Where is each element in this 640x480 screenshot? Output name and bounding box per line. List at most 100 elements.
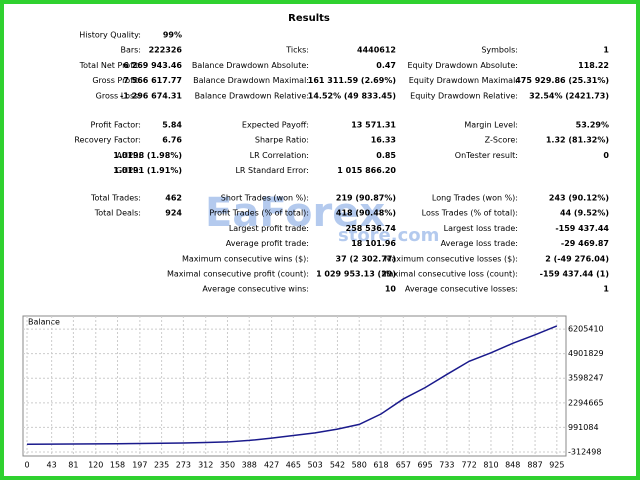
stat-value: 1.0198 (1.98%) [113, 151, 182, 160]
stat-value: 44 (9.52%) [560, 209, 609, 218]
stat-value: 53.29% [576, 121, 609, 130]
x-tick-label: 81 [68, 461, 78, 470]
stat-label: Margin Level: [464, 121, 518, 130]
stat-label: Average consecutive losses: [405, 285, 518, 294]
stat-label: AHPR: [117, 151, 141, 160]
x-tick-label: 695 [417, 461, 432, 470]
x-tick-label: 810 [483, 461, 498, 470]
stat-label: Bars: [120, 46, 141, 55]
y-tick-label: 3598247 [568, 374, 604, 383]
y-tick-label: 2294665 [568, 398, 604, 407]
stat-label: Symbols: [481, 46, 518, 55]
stat-value: 10 [385, 285, 397, 294]
stat-label: Maximal consecutive profit (count): [167, 270, 309, 279]
stat-label: Balance Drawdown Maximal: [193, 76, 309, 85]
stat-label: Long Trades (won %): [432, 194, 518, 203]
stat-label: Total Deals: [94, 209, 141, 218]
stat-label: Z-Score: [485, 136, 518, 145]
stat-label: Largest profit trade: [229, 224, 309, 233]
stat-label: GHPR: [116, 166, 141, 175]
stat-value: -159 437.44 (1) [540, 270, 609, 279]
x-tick-label: 0 [24, 461, 29, 470]
stat-label: Loss Trades (% of total): [422, 209, 518, 218]
stat-label: LR Correlation: [250, 151, 309, 160]
chart-frame [22, 315, 567, 457]
stat-value: 7 566 617.77 [123, 76, 182, 85]
x-tick-label: 772 [462, 461, 477, 470]
x-tick-label: 43 [47, 461, 57, 470]
stat-label: Balance Drawdown Relative: [195, 91, 309, 100]
stat-value: 0 [603, 151, 609, 160]
stat-label: Recovery Factor: [74, 136, 141, 145]
stat-label: Sharpe Ratio: [255, 136, 309, 145]
stat-label: Largest loss trade: [444, 224, 518, 233]
stat-label: Ticks: [285, 46, 309, 55]
stat-label: LR Standard Error: [235, 166, 309, 175]
x-tick-label: 848 [505, 461, 520, 470]
stat-value: 6 269 943.46 [123, 61, 182, 70]
stat-label: Balance Drawdown Absolute: [192, 61, 309, 70]
stat-label: Total Trades: [90, 194, 141, 203]
stat-label: Average loss trade: [441, 239, 518, 248]
stat-value: 1 029 953.13 (29) [316, 270, 396, 279]
x-tick-label: 657 [396, 461, 411, 470]
stat-value: 1.0191 (1.91%) [113, 166, 182, 175]
x-tick-label: 887 [527, 461, 542, 470]
stat-value: -159 437.44 [555, 224, 609, 233]
stat-label: Maximum consecutive wins ($): [182, 254, 309, 263]
stat-label: Average consecutive wins: [202, 285, 309, 294]
stat-label: Average profit trade: [226, 239, 309, 248]
stat-label: Gross Profit: [92, 76, 141, 85]
stat-label: Equity Drawdown Maximal: [409, 76, 518, 85]
x-tick-label: 503 [307, 461, 322, 470]
stat-value: 258 536.74 [346, 224, 397, 233]
stat-value: 1.32 (81.32%) [546, 136, 609, 145]
stat-label: OnTester result: [455, 151, 518, 160]
x-tick-label: 925 [549, 461, 564, 470]
stat-label: Gross Loss: [96, 91, 141, 100]
stat-value: 118.22 [578, 61, 609, 70]
stat-value: -29 469.87 [561, 239, 609, 248]
x-tick-label: 235 [154, 461, 169, 470]
stat-value: 219 (90.87%) [336, 194, 396, 203]
stat-value: 6.76 [162, 136, 182, 145]
y-tick-label: -312498 [568, 447, 601, 456]
stat-value: 0.85 [376, 151, 396, 160]
x-tick-label: 580 [352, 461, 367, 470]
watermark: EaForex [205, 190, 385, 236]
stat-value: 475 929.86 (25.31%) [515, 76, 609, 85]
x-tick-label: 427 [264, 461, 279, 470]
x-tick-label: 120 [88, 461, 103, 470]
y-tick-label: 991084 [568, 423, 599, 432]
stat-value: 1 [603, 46, 609, 55]
stat-value: 32.54% (2421.73) [529, 91, 609, 100]
stat-value: 924 [165, 209, 182, 218]
x-tick-label: 197 [132, 461, 147, 470]
stat-label: Profit Trades (% of total): [209, 209, 309, 218]
y-tick-label: 4901829 [568, 349, 604, 358]
stat-value: -1 296 674.31 [120, 91, 182, 100]
stat-label: Maximum consecutive losses ($): [384, 254, 518, 263]
stat-label: Maximal consecutive loss (count): [382, 270, 518, 279]
window-bg [4, 4, 636, 476]
stat-value: 16.33 [371, 136, 396, 145]
stat-value: 18 101.96 [351, 239, 396, 248]
stat-value: 14.52% (49 833.45) [308, 91, 396, 100]
stat-label: Equity Drawdown Relative: [410, 91, 518, 100]
stat-value: 2 (-49 276.04) [545, 254, 609, 263]
stat-label: Total Net Profit: [79, 61, 141, 70]
x-tick-label: 273 [176, 461, 191, 470]
stat-label: Expected Payoff: [242, 121, 309, 130]
x-tick-label: 618 [373, 461, 388, 470]
chart-title: Balance [28, 318, 60, 327]
stat-label: Profit Factor: [91, 121, 141, 130]
stat-value: 462 [165, 194, 182, 203]
stat-value: 5.84 [162, 121, 182, 130]
report-title: Results [288, 13, 330, 24]
x-tick-label: 388 [242, 461, 257, 470]
stat-value: 418 (90.48%) [336, 209, 396, 218]
stat-value: 0.47 [376, 61, 396, 70]
stat-value: 99% [163, 31, 182, 40]
stat-value: 222326 [149, 46, 183, 55]
